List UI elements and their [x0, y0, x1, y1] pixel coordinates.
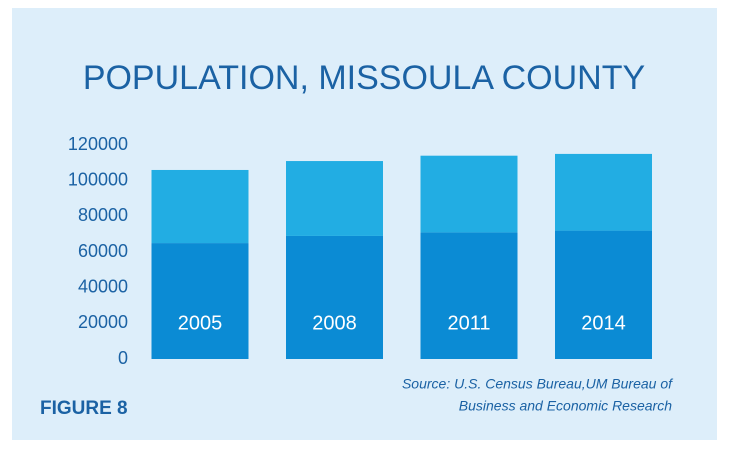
x-tick-label: 2014 — [581, 312, 626, 334]
y-tick-label: 120000 — [68, 134, 128, 154]
y-tick-label: 60000 — [78, 241, 128, 261]
chart-title: POPULATION, MISSOULA COUNTY — [83, 59, 645, 97]
bar-segment — [286, 235, 383, 359]
bar-segment — [555, 230, 652, 359]
y-tick-label: 80000 — [78, 205, 128, 225]
bar-segment — [420, 155, 518, 233]
x-tick-label: 2011 — [447, 312, 490, 334]
source-line: Business and Economic Research — [459, 398, 672, 414]
y-tick-label: 20000 — [78, 312, 128, 332]
y-tick-label: 100000 — [68, 169, 128, 189]
bar-segment — [151, 243, 249, 359]
x-tick-label: 2008 — [312, 312, 357, 334]
bar-segment — [555, 153, 652, 231]
bar-segment — [151, 169, 249, 244]
bar-segment — [420, 232, 518, 359]
figure-label: FIGURE 8 — [40, 398, 128, 419]
bar-segment — [286, 161, 383, 236]
y-tick-label: 0 — [118, 348, 128, 368]
source-line: Source: U.S. Census Bureau,UM Bureau of — [402, 376, 674, 392]
x-tick-label: 2005 — [178, 312, 223, 334]
y-tick-label: 40000 — [78, 276, 128, 296]
